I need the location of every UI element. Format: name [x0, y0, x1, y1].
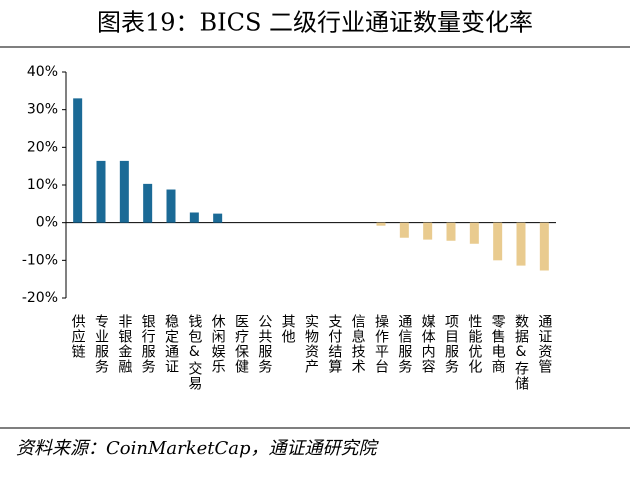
- bar: [166, 189, 176, 223]
- y-tick-label: -10%: [22, 252, 58, 268]
- x-tick-label: 专业服务: [93, 314, 109, 374]
- bar: [399, 222, 409, 238]
- x-tick-label: 公共服务: [256, 314, 272, 374]
- y-tick-label: 30%: [27, 102, 58, 118]
- x-tick-label: 性能优化: [466, 314, 482, 374]
- x-tick-label: 零售电商: [490, 314, 506, 374]
- bar: [469, 222, 479, 244]
- y-tick-label: -20%: [22, 290, 58, 306]
- x-tick-label: 非银金融: [116, 314, 132, 374]
- bar: [119, 160, 129, 223]
- bar: [73, 98, 83, 223]
- x-tick-label: 信息技术: [350, 314, 366, 374]
- bar: [143, 183, 153, 223]
- bar: [539, 222, 549, 271]
- x-tick-label: 操作平台: [373, 314, 389, 374]
- x-tick-label: 实物资产: [303, 314, 319, 374]
- source-note: 资料来源：CoinMarketCap，通证通研究院: [16, 438, 380, 459]
- y-tick-label: 20%: [27, 139, 58, 155]
- x-tick-label: 媒体内容: [420, 314, 436, 374]
- x-tick-label: 钱包&交易: [186, 314, 202, 391]
- x-tick-label: 稳定通证: [163, 314, 179, 374]
- x-tick-label: 供应链: [70, 314, 86, 359]
- bar: [423, 222, 433, 240]
- y-tick-label: 10%: [27, 177, 58, 193]
- bar: [493, 222, 503, 261]
- x-tick-label: 医疗保健: [233, 314, 249, 374]
- x-tick-label: 银行服务: [140, 314, 156, 374]
- y-tick-label: 0%: [36, 215, 58, 231]
- bar: [213, 213, 223, 223]
- bar: [189, 212, 199, 223]
- x-tick-label: 支付结算: [326, 314, 342, 374]
- x-tick-label: 项目服务: [443, 314, 459, 374]
- bar: [446, 222, 456, 241]
- bar: [516, 222, 526, 266]
- x-tick-label: 通证资管: [536, 314, 552, 374]
- chart-title: 图表19：BICS 二级行业通证数量变化率: [97, 9, 533, 37]
- bar: [96, 160, 106, 223]
- x-tick-label: 其他: [280, 314, 296, 344]
- bar: [376, 222, 386, 226]
- x-tick-label: 数据&存储: [513, 314, 529, 391]
- y-tick-label: 40%: [27, 64, 58, 80]
- x-tick-label: 休闲娱乐: [210, 314, 226, 374]
- x-tick-label: 通信服务: [396, 314, 412, 374]
